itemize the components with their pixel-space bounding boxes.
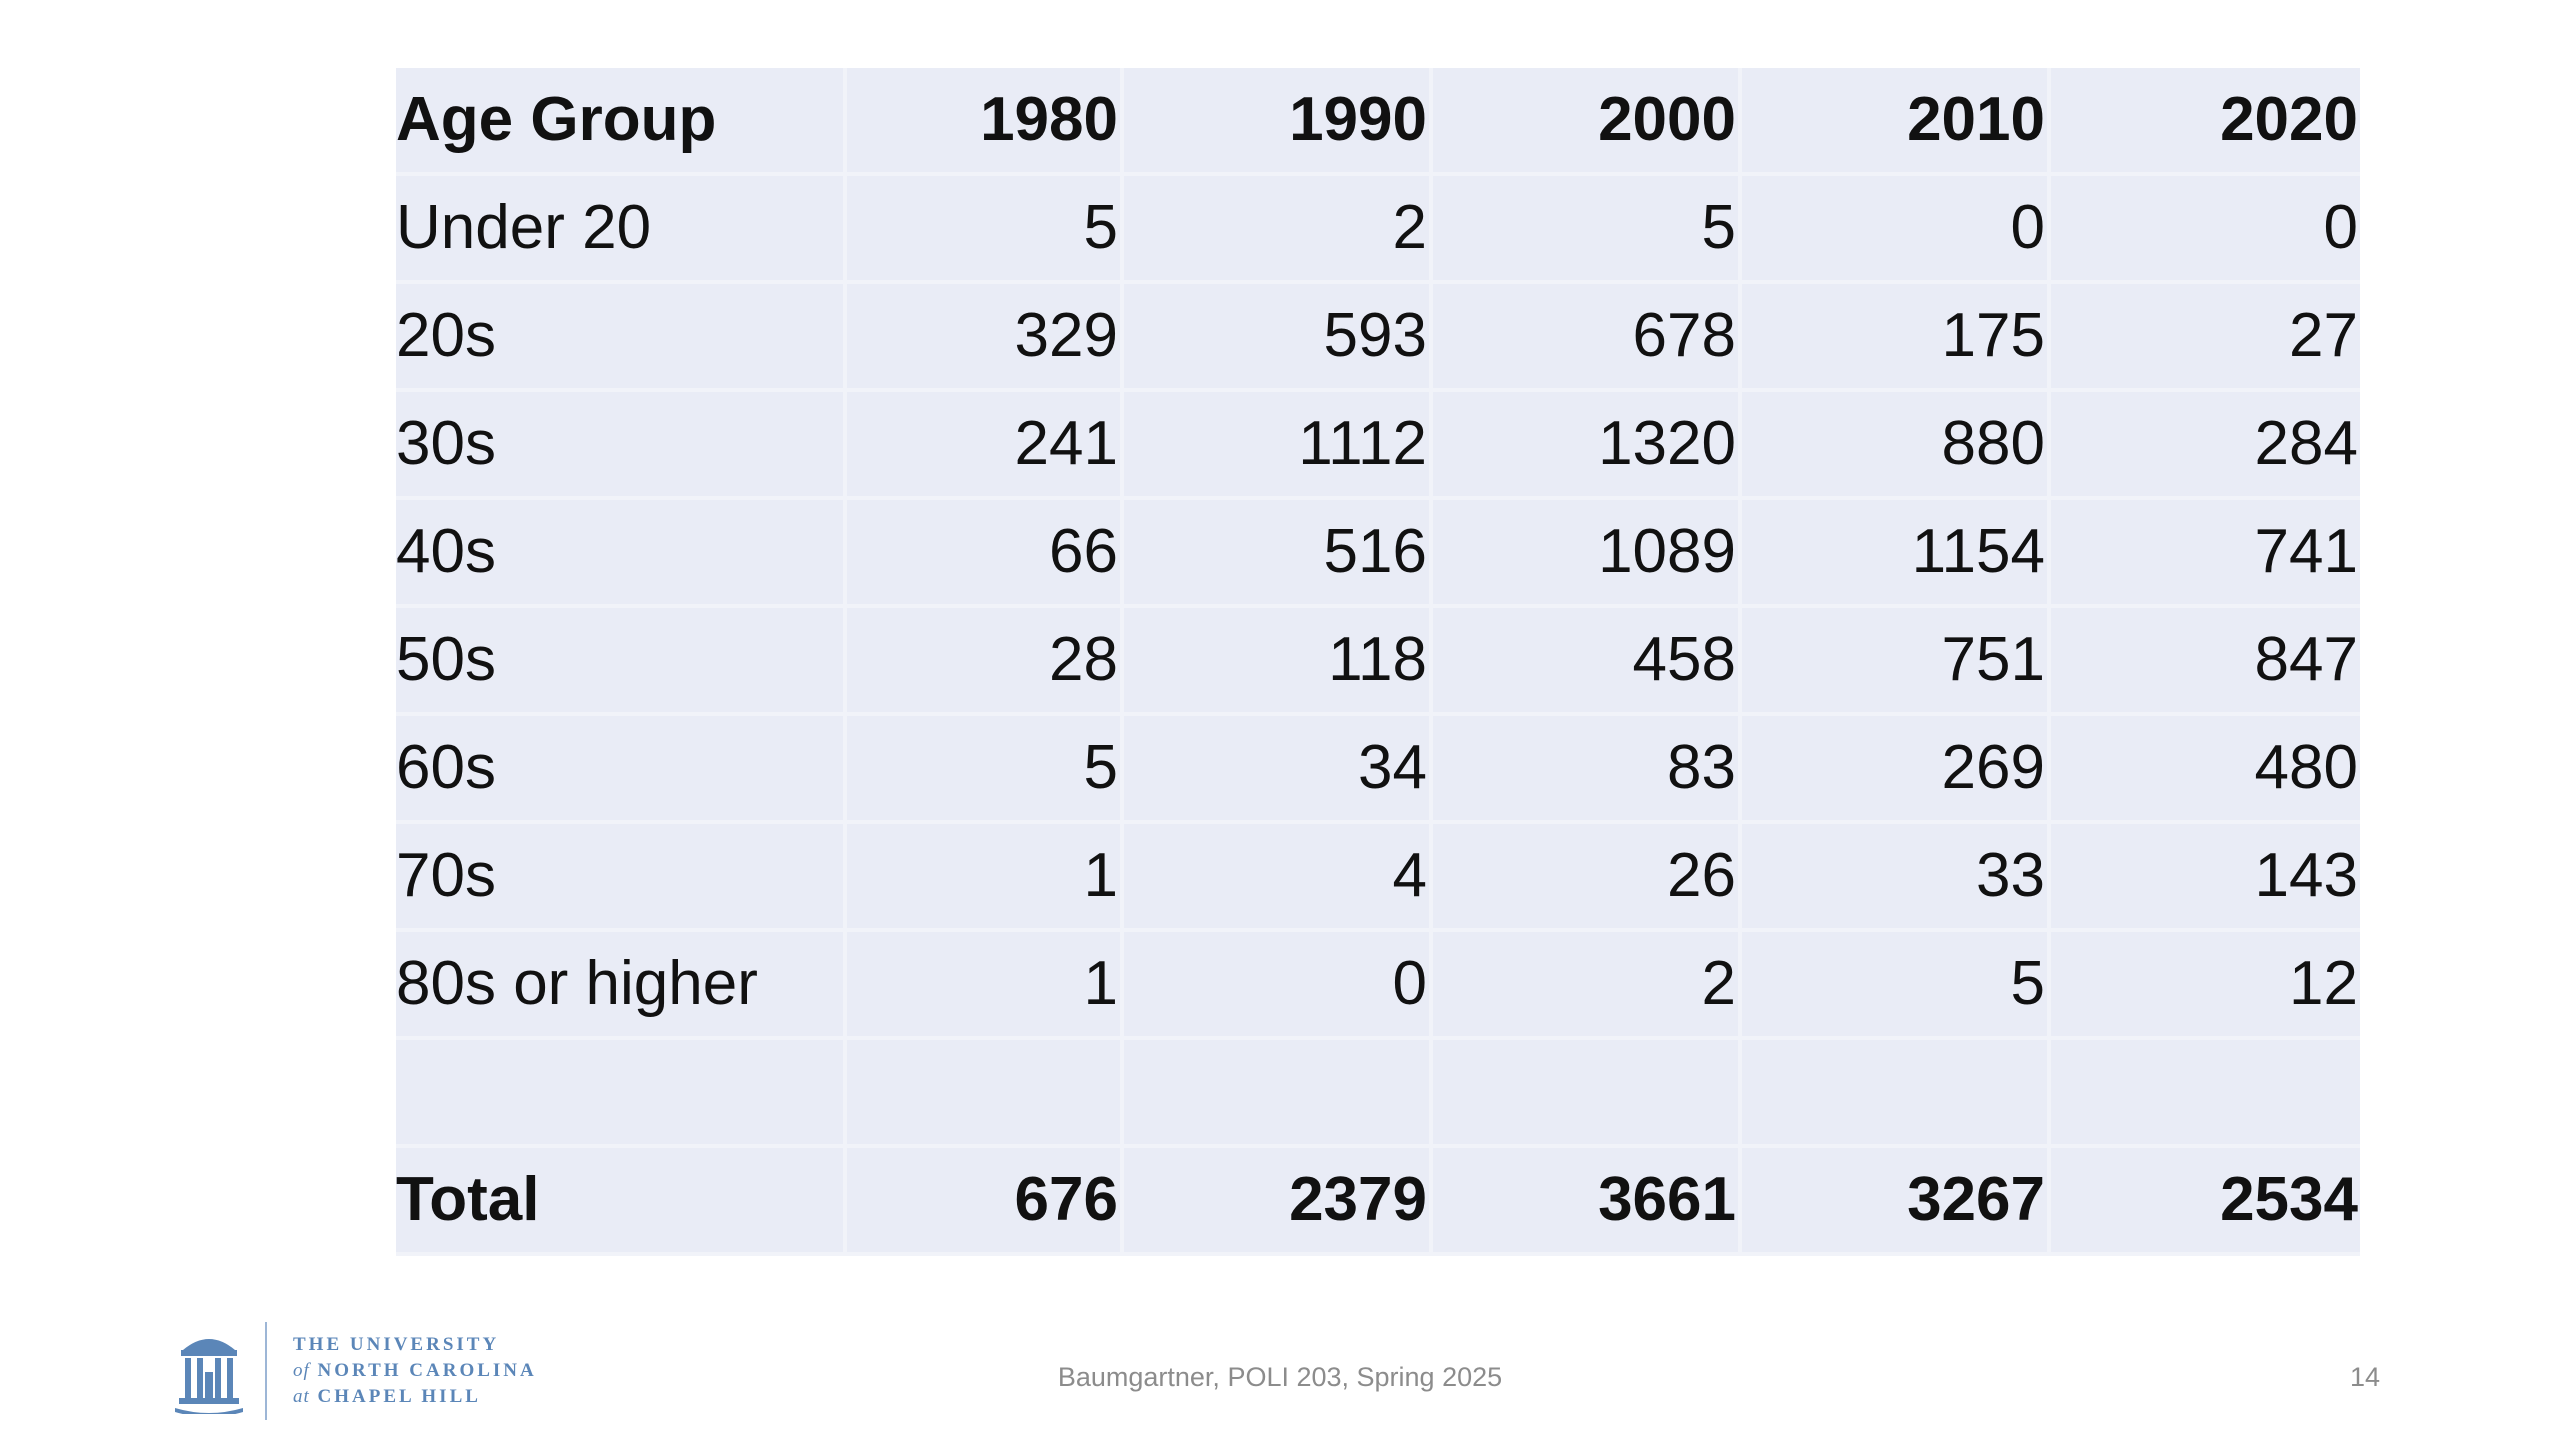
table-cell: 284 (2051, 392, 2360, 500)
row-label: Under 20 (396, 176, 847, 284)
table-cell: 516 (1124, 500, 1433, 608)
table-cell (847, 1040, 1124, 1148)
table-cell: 847 (2051, 608, 2360, 716)
row-label: 30s (396, 392, 847, 500)
header-cell-2000: 2000 (1433, 68, 1742, 176)
table-cell: 593 (1124, 284, 1433, 392)
table-cell: 66 (847, 500, 1124, 608)
table-cell (1124, 1040, 1433, 1148)
table-cell: 1 (847, 824, 1124, 932)
total-cell: 676 (847, 1148, 1124, 1256)
table-cell: 0 (2051, 176, 2360, 284)
table-cell: 741 (2051, 500, 2360, 608)
table-cell (1433, 1040, 1742, 1148)
table-cell: 0 (1124, 932, 1433, 1040)
logo-line-1: THE UNIVERSITY (293, 1334, 500, 1355)
table-row: 20s 329 593 678 175 27 (396, 284, 2360, 392)
table-cell: 5 (847, 716, 1124, 824)
table-row: 30s 241 1112 1320 880 284 (396, 392, 2360, 500)
table-cell: 118 (1124, 608, 1433, 716)
table-cell: 458 (1433, 608, 1742, 716)
row-label: 60s (396, 716, 847, 824)
table-cell: 2 (1433, 932, 1742, 1040)
table-cell: 751 (1742, 608, 2051, 716)
table-cell (1742, 1040, 2051, 1148)
table-cell: 27 (2051, 284, 2360, 392)
row-label: 80s or higher (396, 932, 847, 1040)
table-row: 50s 28 118 458 751 847 (396, 608, 2360, 716)
row-label: 70s (396, 824, 847, 932)
table-cell: 1089 (1433, 500, 1742, 608)
header-cell-1990: 1990 (1124, 68, 1433, 176)
table-row: 40s 66 516 1089 1154 741 (396, 500, 2360, 608)
table-row: 70s 1 4 26 33 143 (396, 824, 2360, 932)
old-well-icon (175, 1339, 243, 1414)
row-label: 50s (396, 608, 847, 716)
row-label (396, 1040, 847, 1148)
header-cell-2010: 2010 (1742, 68, 2051, 176)
table-cell: 83 (1433, 716, 1742, 824)
table-cell: 4 (1124, 824, 1433, 932)
table-header-row: Age Group 1980 1990 2000 2010 2020 (396, 68, 2360, 176)
total-cell: 2379 (1124, 1148, 1433, 1256)
total-label: Total (396, 1148, 847, 1256)
table-cell: 1320 (1433, 392, 1742, 500)
table-cell: 2 (1124, 176, 1433, 284)
header-cell-age-group: Age Group (396, 68, 847, 176)
table-cell: 269 (1742, 716, 2051, 824)
table-cell: 1 (847, 932, 1124, 1040)
table-cell: 34 (1124, 716, 1433, 824)
table-cell: 1154 (1742, 500, 2051, 608)
logo-wordmark: THE UNIVERSITY of NORTH CAROLINA at CHAP… (293, 1332, 537, 1410)
table-cell: 5 (847, 176, 1124, 284)
header-cell-1980: 1980 (847, 68, 1124, 176)
table-cell: 880 (1742, 392, 2051, 500)
table-cell: 480 (2051, 716, 2360, 824)
footer-text: Baumgartner, POLI 203, Spring 2025 (1057, 1362, 1503, 1392)
row-label: 40s (396, 500, 847, 608)
header-cell-2020: 2020 (2051, 68, 2360, 176)
logo-divider (265, 1322, 267, 1420)
table-cell: 33 (1742, 824, 2051, 932)
table-row: 60s 5 34 83 269 480 (396, 716, 2360, 824)
table-cell: 241 (847, 392, 1124, 500)
age-group-table: Age Group 1980 1990 2000 2010 2020 Under… (396, 68, 2360, 1256)
table-cell: 12 (2051, 932, 2360, 1040)
table-cell: 0 (1742, 176, 2051, 284)
page-number: 14 (2349, 1362, 2380, 1392)
total-cell: 3661 (1433, 1148, 1742, 1256)
row-label: 20s (396, 284, 847, 392)
table-cell: 1112 (1124, 392, 1433, 500)
table-cell: 175 (1742, 284, 2051, 392)
table-cell: 28 (847, 608, 1124, 716)
table-cell: 26 (1433, 824, 1742, 932)
total-cell: 2534 (2051, 1148, 2360, 1256)
logo-line-3: at CHAPEL HILL (293, 1386, 481, 1407)
table-cell: 678 (1433, 284, 1742, 392)
table-total-row: Total 676 2379 3661 3267 2534 (396, 1148, 2360, 1256)
table-row: Under 20 5 2 5 0 0 (396, 176, 2360, 284)
table-cell: 5 (1433, 176, 1742, 284)
unc-logo: THE UNIVERSITY of NORTH CAROLINA at CHAP… (175, 1322, 535, 1422)
table-row-empty (396, 1040, 2360, 1148)
table-row: 80s or higher 1 0 2 5 12 (396, 932, 2360, 1040)
table-cell (2051, 1040, 2360, 1148)
table-cell: 329 (847, 284, 1124, 392)
table-cell: 143 (2051, 824, 2360, 932)
logo-line-2: of NORTH CAROLINA (293, 1360, 537, 1381)
table-cell: 5 (1742, 932, 2051, 1040)
total-cell: 3267 (1742, 1148, 2051, 1256)
